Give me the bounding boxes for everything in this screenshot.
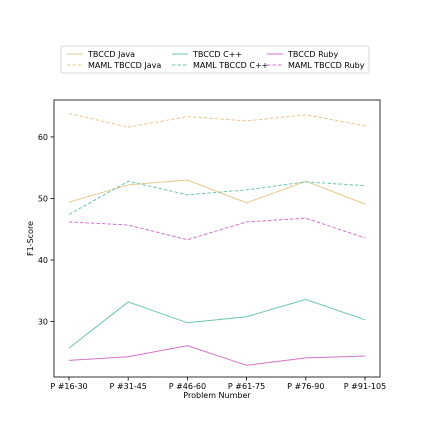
y-tick-label: 60: [38, 133, 48, 142]
legend-label-tbccd-ruby: TBCCD Ruby: [287, 50, 338, 59]
legend-label-tbccd-java: TBCCD Java: [87, 50, 135, 59]
series-line-maml-tbccd-c: [68, 180, 366, 215]
series-line-tbccd-c: [68, 298, 366, 349]
y-tick-label: 40: [38, 256, 48, 265]
y-axis-label: F1-Score: [26, 221, 35, 256]
y-tick-label: 30: [38, 318, 48, 327]
x-tick-label: P #31-45: [110, 382, 147, 391]
x-tick-label: P #76-90: [287, 382, 324, 391]
plot-frame: [53, 99, 381, 378]
x-tick-label: P #46-60: [169, 382, 206, 391]
series-line-maml-tbccd-java: [68, 113, 366, 128]
x-tick-label: P #16-30: [50, 382, 87, 391]
x-tick-label: P #91-105: [344, 382, 386, 391]
y-axis: 30 40 50 60: [38, 133, 54, 327]
x-axis: P #16-30 P #31-45 P #46-60 P #61-75 P #76-90…: [50, 377, 386, 391]
x-tick-label: P #61-75: [228, 382, 265, 391]
legend-box: [60, 45, 370, 74]
series-line-tbccd-ruby: [68, 345, 366, 366]
legend-label-maml-tbccd-java: MAML TBCCD Java: [88, 61, 161, 70]
y-tick-label: 50: [38, 194, 48, 203]
legend: TBCCD Java MAML TBCCD Java TBCCD C++ MAML T…: [60, 45, 370, 74]
legend-label-maml-tbccd-ruby: MAML TBCCD Ruby: [288, 61, 365, 70]
legend-label-maml-tbccd-c: MAML TBCCD C++: [193, 61, 268, 70]
series-line-tbccd-java: [68, 179, 366, 205]
plot-lines: [68, 113, 366, 366]
x-axis-label: Problem Number: [183, 391, 251, 400]
series-line-maml-tbccd-ruby: [68, 217, 366, 241]
legend-label-tbccd-c: TBCCD C++: [192, 50, 242, 59]
